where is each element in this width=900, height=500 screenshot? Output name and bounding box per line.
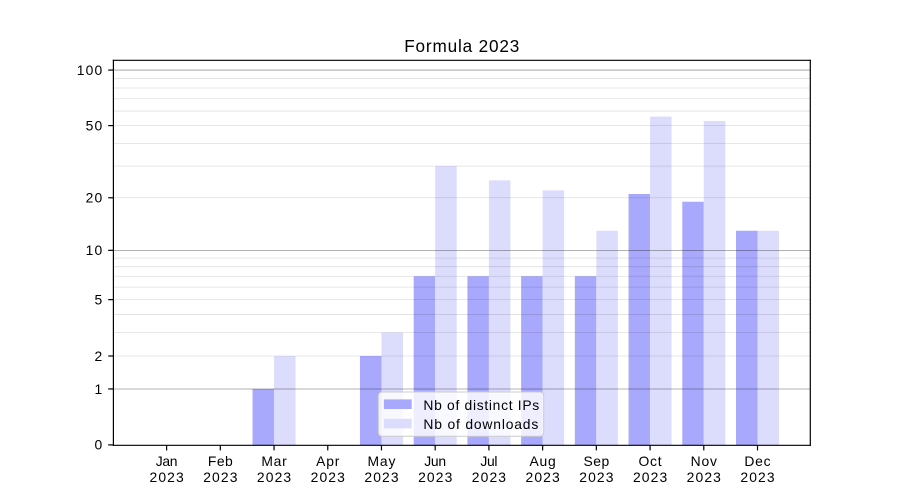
svg-text:0: 0 xyxy=(94,437,103,453)
svg-text:Nb of downloads: Nb of downloads xyxy=(423,416,539,432)
svg-text:Mar: Mar xyxy=(261,453,287,469)
svg-text:Formula 2023: Formula 2023 xyxy=(404,36,520,56)
svg-text:May: May xyxy=(368,453,397,469)
svg-text:50: 50 xyxy=(86,117,104,133)
svg-text:2023: 2023 xyxy=(364,469,399,485)
svg-text:Jul: Jul xyxy=(480,453,497,469)
svg-text:2023: 2023 xyxy=(203,469,238,485)
svg-text:2: 2 xyxy=(94,348,103,364)
svg-text:2023: 2023 xyxy=(740,469,775,485)
svg-text:Jun: Jun xyxy=(424,453,446,469)
svg-text:2023: 2023 xyxy=(633,469,668,485)
svg-text:1: 1 xyxy=(94,381,103,397)
svg-text:Dec: Dec xyxy=(744,453,771,469)
svg-text:20: 20 xyxy=(86,190,104,206)
svg-text:2023: 2023 xyxy=(418,469,453,485)
svg-text:Nb of distinct IPs: Nb of distinct IPs xyxy=(423,397,540,413)
svg-text:2023: 2023 xyxy=(526,469,561,485)
svg-text:2023: 2023 xyxy=(687,469,722,485)
svg-text:Feb: Feb xyxy=(208,453,233,469)
svg-text:2023: 2023 xyxy=(257,469,292,485)
svg-text:Oct: Oct xyxy=(638,453,662,469)
svg-text:100: 100 xyxy=(77,62,104,78)
svg-text:10: 10 xyxy=(86,242,104,258)
svg-text:2023: 2023 xyxy=(149,469,184,485)
svg-text:2023: 2023 xyxy=(311,469,346,485)
svg-text:Jan: Jan xyxy=(156,453,177,469)
svg-text:Sep: Sep xyxy=(584,453,610,469)
svg-text:5: 5 xyxy=(94,291,103,307)
svg-text:Nov: Nov xyxy=(691,453,718,469)
svg-text:2023: 2023 xyxy=(472,469,507,485)
svg-text:2023: 2023 xyxy=(579,469,614,485)
svg-text:Aug: Aug xyxy=(529,453,556,469)
svg-text:Apr: Apr xyxy=(316,453,340,469)
